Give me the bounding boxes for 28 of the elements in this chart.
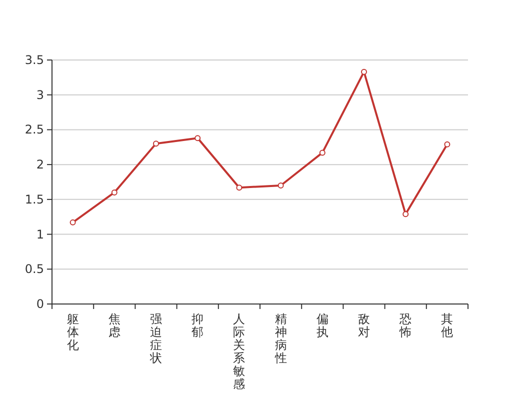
point (111, 189, 118, 196)
point (361, 68, 367, 75)
y-tick-label: 0 (36, 297, 44, 311)
x-tick-label: 敌对 (358, 312, 370, 339)
y-tick-label: 1.5 (24, 192, 44, 206)
point (153, 140, 159, 147)
y-tick-label: 2 (36, 158, 44, 172)
x-tick-label: 精神病性 (274, 312, 287, 365)
x-tick-label: 人际关系敏感 (233, 312, 246, 391)
x-tick-label: 其他 (441, 312, 454, 339)
y-tick-label: 1 (36, 227, 44, 242)
y-tick-label: 3.5 (24, 53, 44, 67)
point (194, 135, 201, 142)
point (319, 150, 326, 156)
point (278, 182, 284, 188)
point (70, 219, 76, 226)
x-tick-label: 躯体化 (66, 312, 79, 352)
x-tick-label: 强迫症状 (149, 312, 162, 365)
y-tick-label: 0.5 (24, 262, 44, 276)
x-tick-label: 焦虑 (108, 312, 120, 339)
x-tick-label: 恐怖 (398, 312, 412, 339)
point (402, 211, 409, 218)
y-tick-label: 2.5 (24, 122, 44, 137)
x-tick-label: 抑郁 (192, 312, 204, 339)
y-tick-label: 3 (36, 88, 44, 102)
point (236, 184, 242, 191)
point (444, 141, 450, 148)
x-tick-label: 偏执 (316, 312, 328, 339)
